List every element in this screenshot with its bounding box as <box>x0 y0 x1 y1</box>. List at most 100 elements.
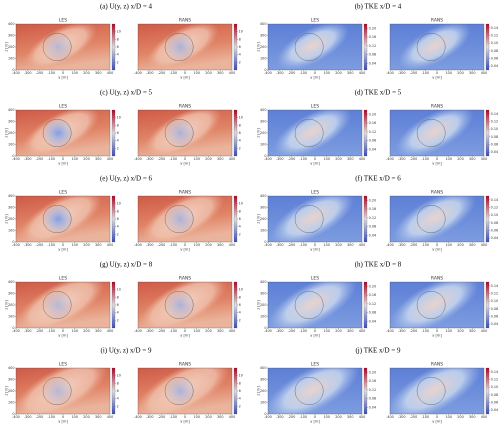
colorbar-tick-label: 0.16 <box>369 379 377 383</box>
x-tick-label: 100 <box>446 243 452 247</box>
x-tick-label: -100 <box>47 71 55 75</box>
x-tick-label: 400 <box>107 157 113 161</box>
panel-caption: (i) U(y, z) x/D = 9 <box>101 347 152 355</box>
x-tick-label: -100 <box>169 415 177 419</box>
panel-caption: (c) U(y, z) x/D = 5 <box>100 89 153 97</box>
colorbar <box>363 367 368 415</box>
plot-title: LES <box>311 276 319 282</box>
x-tick-label: -300 <box>276 71 284 75</box>
y-tick-label: 300 <box>260 206 266 210</box>
wake <box>390 368 482 414</box>
rotor-outline <box>42 291 72 320</box>
y-tick-label: 200 <box>260 217 266 221</box>
x-axis-label: y [m] <box>432 334 442 338</box>
colorbar-tick-label: 0.16 <box>369 35 377 39</box>
x-tick-label: 300 <box>347 243 353 247</box>
x-axis-label: y [m] <box>58 420 68 424</box>
colorbar <box>485 109 490 157</box>
wake <box>271 196 355 242</box>
panel-caption: (g) U(y, z) x/D = 8 <box>100 261 153 269</box>
x-axis-label: y [m] <box>180 162 190 166</box>
colorbar <box>233 281 238 329</box>
x-tick-label: 200 <box>457 71 463 75</box>
x-tick-label: 100 <box>324 243 330 247</box>
rotor-outline <box>416 33 446 62</box>
y-axis-label: z [m] <box>257 214 261 224</box>
x-tick-label: 0 <box>436 329 438 333</box>
x-tick-label: 400 <box>107 71 113 75</box>
x-tick-label: 300 <box>95 157 101 161</box>
field <box>16 24 110 70</box>
plot-title: RANS <box>431 190 443 196</box>
colorbar <box>111 367 116 415</box>
x-tick-label: -400 <box>12 243 20 247</box>
x-tick-label: 300 <box>347 415 353 419</box>
x-tick-label: 100 <box>194 71 200 75</box>
colorbar-tick-label: 8 <box>239 209 241 213</box>
field <box>138 282 232 328</box>
y-axis-label: z [m] <box>5 214 9 224</box>
x-tick-label: -300 <box>24 415 32 419</box>
x-tick-label: -400 <box>12 157 20 161</box>
x-axis-label: y [m] <box>310 420 320 424</box>
x-tick-label: 400 <box>229 415 235 419</box>
colorbar-tick-label: 8 <box>117 381 119 385</box>
field <box>268 368 362 414</box>
field <box>268 110 362 156</box>
colorbar-tick-label: 8 <box>117 37 119 41</box>
y-axis-label: z [m] <box>5 42 9 52</box>
colorbar-tick-label: 10 <box>239 116 243 120</box>
colorbar-tick-label: 6 <box>239 303 241 307</box>
y-tick-label: 400 <box>8 280 14 284</box>
colorbar-tick-label: 0.04 <box>491 322 499 326</box>
colorbar-tick-label: 0.12 <box>491 34 499 38</box>
x-tick-label: -400 <box>386 329 394 333</box>
y-axis-label: z [m] <box>257 42 261 52</box>
colorbar-tick-label: 0.14 <box>491 26 499 30</box>
x-tick-label: 200 <box>83 329 89 333</box>
x-tick-label: 400 <box>481 243 487 247</box>
colorbar-tick-label: 0.16 <box>369 293 377 297</box>
colorbar-tick-label: 4 <box>239 139 241 143</box>
colorbar-tick-label: 0.08 <box>491 393 499 397</box>
rotor-outline <box>416 377 446 406</box>
x-tick-label: 0 <box>436 157 438 161</box>
x-tick-label: -400 <box>386 71 394 75</box>
colorbar-tick-label: 0.08 <box>491 49 499 53</box>
x-tick-label: 400 <box>229 329 235 333</box>
wake <box>390 282 479 328</box>
colorbar-tick-label: 0.06 <box>491 229 499 233</box>
x-tick-label: 100 <box>194 329 200 333</box>
rotor-outline <box>164 118 194 147</box>
x-tick-label: -100 <box>47 157 55 161</box>
x-tick-label: -400 <box>134 71 142 75</box>
wake-core <box>44 34 73 60</box>
x-axis-label: y [m] <box>180 248 190 252</box>
x-tick-label: -300 <box>398 329 406 333</box>
y-axis-label: z [m] <box>5 128 9 138</box>
colorbar-tick-label: 0.16 <box>369 121 377 125</box>
x-tick-label: 100 <box>194 415 200 419</box>
colorbar-tick-label: 0.10 <box>491 213 499 217</box>
plot-title: RANS <box>431 104 443 110</box>
field <box>138 368 232 414</box>
colorbar-tick-label: 10 <box>239 288 243 292</box>
colorbar-tick-label: 4 <box>117 225 119 229</box>
x-tick-label: 200 <box>335 157 341 161</box>
plot-title: RANS <box>431 18 443 24</box>
y-tick-label: 100 <box>8 315 14 319</box>
x-tick-label: 200 <box>335 71 341 75</box>
colorbar-tick-label: 6 <box>239 217 241 221</box>
wake-core <box>166 34 195 60</box>
colorbar-tick-label: 0.04 <box>491 150 499 154</box>
x-tick-label: -400 <box>264 157 272 161</box>
x-tick-label: -400 <box>264 329 272 333</box>
x-tick-label: 0 <box>314 243 316 247</box>
colorbar <box>233 109 238 157</box>
colorbar <box>363 23 368 71</box>
x-tick-label: 200 <box>83 157 89 161</box>
plot-title: RANS <box>431 276 443 282</box>
x-tick-label: 0 <box>62 157 64 161</box>
colorbar-tick-label: 0.10 <box>491 41 499 45</box>
x-tick-label: 200 <box>335 329 341 333</box>
